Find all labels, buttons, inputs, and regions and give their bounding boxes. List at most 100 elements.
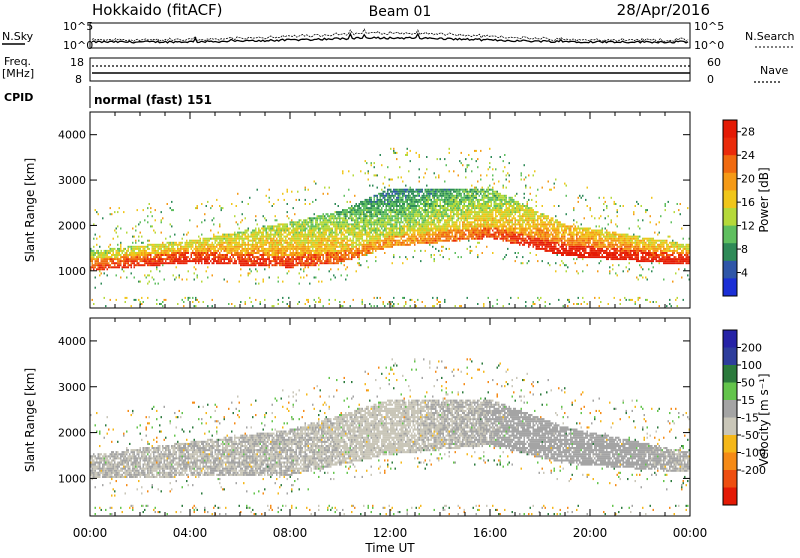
power-cell — [402, 189, 404, 191]
power-cell — [390, 197, 392, 199]
power-cell — [345, 221, 347, 223]
power-cell — [194, 242, 196, 244]
power-cell — [195, 254, 197, 256]
power-cell — [459, 217, 461, 219]
power-cell — [332, 250, 334, 252]
power-cell — [173, 248, 175, 250]
power-cell — [441, 193, 443, 195]
power-cell — [236, 221, 238, 223]
power-cell — [396, 205, 398, 207]
power-cell — [287, 262, 289, 264]
power-cell — [300, 246, 302, 248]
power-cell — [351, 207, 353, 209]
power-cell — [440, 238, 442, 240]
power-cell — [254, 246, 256, 248]
power-cell — [230, 234, 232, 236]
power-cell — [405, 256, 407, 258]
power-cell — [321, 281, 323, 283]
power-cell — [453, 207, 455, 209]
power-cell — [368, 244, 370, 246]
power-cell — [311, 228, 313, 230]
power-cell — [285, 225, 287, 227]
power-cell — [276, 228, 278, 230]
power-cell — [329, 303, 331, 305]
power-cell — [207, 250, 209, 252]
power-cell — [305, 250, 307, 252]
power-cell — [281, 242, 283, 244]
power-cell — [476, 195, 478, 197]
power-cell — [303, 238, 305, 240]
power-cell — [395, 203, 397, 205]
power-cell — [168, 250, 170, 252]
power-cell — [395, 244, 397, 246]
power-cell — [302, 256, 304, 258]
power-cell — [161, 244, 163, 246]
power-cell — [399, 191, 401, 193]
power-cell — [258, 246, 260, 248]
power-cell — [140, 221, 142, 223]
power-cell — [300, 225, 302, 227]
power-cell — [365, 225, 367, 227]
power-cell — [353, 246, 355, 248]
power-cell — [449, 230, 451, 232]
power-cell — [305, 242, 307, 244]
power-cell — [128, 250, 130, 252]
power-cell — [477, 230, 479, 232]
power-cell — [119, 254, 121, 256]
power-cell — [159, 270, 161, 272]
power-cell — [312, 246, 314, 248]
power-cell — [407, 189, 409, 191]
power-cell — [263, 228, 265, 230]
power-cell — [390, 195, 392, 197]
power-cell — [426, 195, 428, 197]
power-cell — [224, 248, 226, 250]
power-cell — [432, 242, 434, 244]
power-cell — [137, 252, 139, 254]
power-cell — [159, 252, 161, 254]
power-cell — [138, 236, 140, 238]
power-cell — [359, 225, 361, 227]
power-cell — [137, 264, 139, 266]
power-cell — [180, 244, 182, 246]
power-cell — [267, 232, 269, 234]
power-cell — [405, 189, 407, 191]
power-cell — [396, 207, 398, 209]
power-cell — [273, 252, 275, 254]
power-cell — [128, 260, 130, 262]
power-cell — [183, 305, 185, 307]
power-cell — [278, 252, 280, 254]
power-cell — [312, 260, 314, 262]
power-cell — [426, 203, 428, 205]
power-cell — [284, 248, 286, 250]
power-cell — [303, 240, 305, 242]
power-cell — [98, 268, 100, 270]
power-cell — [293, 258, 295, 260]
power-cell — [459, 228, 461, 230]
power-cell — [153, 230, 155, 232]
power-cell — [401, 228, 403, 230]
power-cell — [477, 166, 479, 168]
power-cell — [459, 207, 461, 209]
power-cell — [473, 234, 475, 236]
power-cell — [396, 223, 398, 225]
power-cell — [455, 203, 457, 205]
power-cell — [404, 191, 406, 193]
power-cell — [110, 299, 112, 301]
power-cell — [333, 262, 335, 264]
power-cell — [123, 211, 125, 213]
power-cell — [414, 217, 416, 219]
power-cell — [128, 246, 130, 248]
power-cell — [344, 252, 346, 254]
power-cell — [243, 254, 245, 256]
power-cell — [356, 270, 358, 272]
power-cell — [422, 223, 424, 225]
power-cell — [99, 264, 101, 266]
power-cell — [311, 262, 313, 264]
power-cell — [342, 219, 344, 221]
power-cell — [270, 242, 272, 244]
power-cell — [311, 258, 313, 260]
power-cell — [374, 244, 376, 246]
power-cell — [473, 195, 475, 197]
power-cell — [288, 260, 290, 262]
power-cell — [116, 250, 118, 252]
